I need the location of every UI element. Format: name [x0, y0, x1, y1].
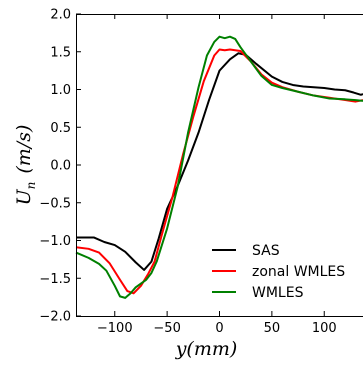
- x-tick-label: −50: [153, 321, 180, 336]
- y-tick-label: −1.5: [39, 272, 71, 287]
- series-layer: [76, 37, 363, 298]
- legend-label: zonal WMLES: [252, 264, 345, 280]
- y-tick-label: −1.0: [39, 234, 71, 249]
- y-tick-label: 1.0: [50, 83, 71, 98]
- legend: SAS zonal WMLES WMLES: [212, 243, 345, 301]
- x-tick-label: 100: [312, 321, 337, 336]
- x-axis-label: y(mm): [175, 338, 238, 360]
- y-axis-label-subscript: n: [24, 182, 38, 190]
- y-tick-label: 0.0: [50, 159, 71, 174]
- y-axis-label: Un (m/s): [13, 125, 38, 206]
- legend-label: SAS: [252, 243, 280, 259]
- series-line-wmles: [76, 37, 363, 298]
- y-axis-label-main: U: [13, 188, 35, 205]
- legend-label: WMLES: [252, 285, 304, 301]
- series-line-sas: [76, 53, 363, 270]
- y-axis-label-unit: (m/s): [13, 125, 35, 174]
- series-line-zonal-wmles: [76, 49, 363, 293]
- y-tick-label: 2.0: [50, 8, 71, 23]
- x-tick-label: 0: [215, 321, 223, 336]
- y-tick-label: −0.5: [39, 196, 71, 211]
- y-tick-label: −2.0: [39, 310, 71, 325]
- x-tick-label: −100: [97, 321, 133, 336]
- y-tick-label: 0.5: [50, 121, 71, 136]
- y-tick-label: 1.5: [50, 45, 71, 60]
- x-tick-label: 50: [264, 321, 281, 336]
